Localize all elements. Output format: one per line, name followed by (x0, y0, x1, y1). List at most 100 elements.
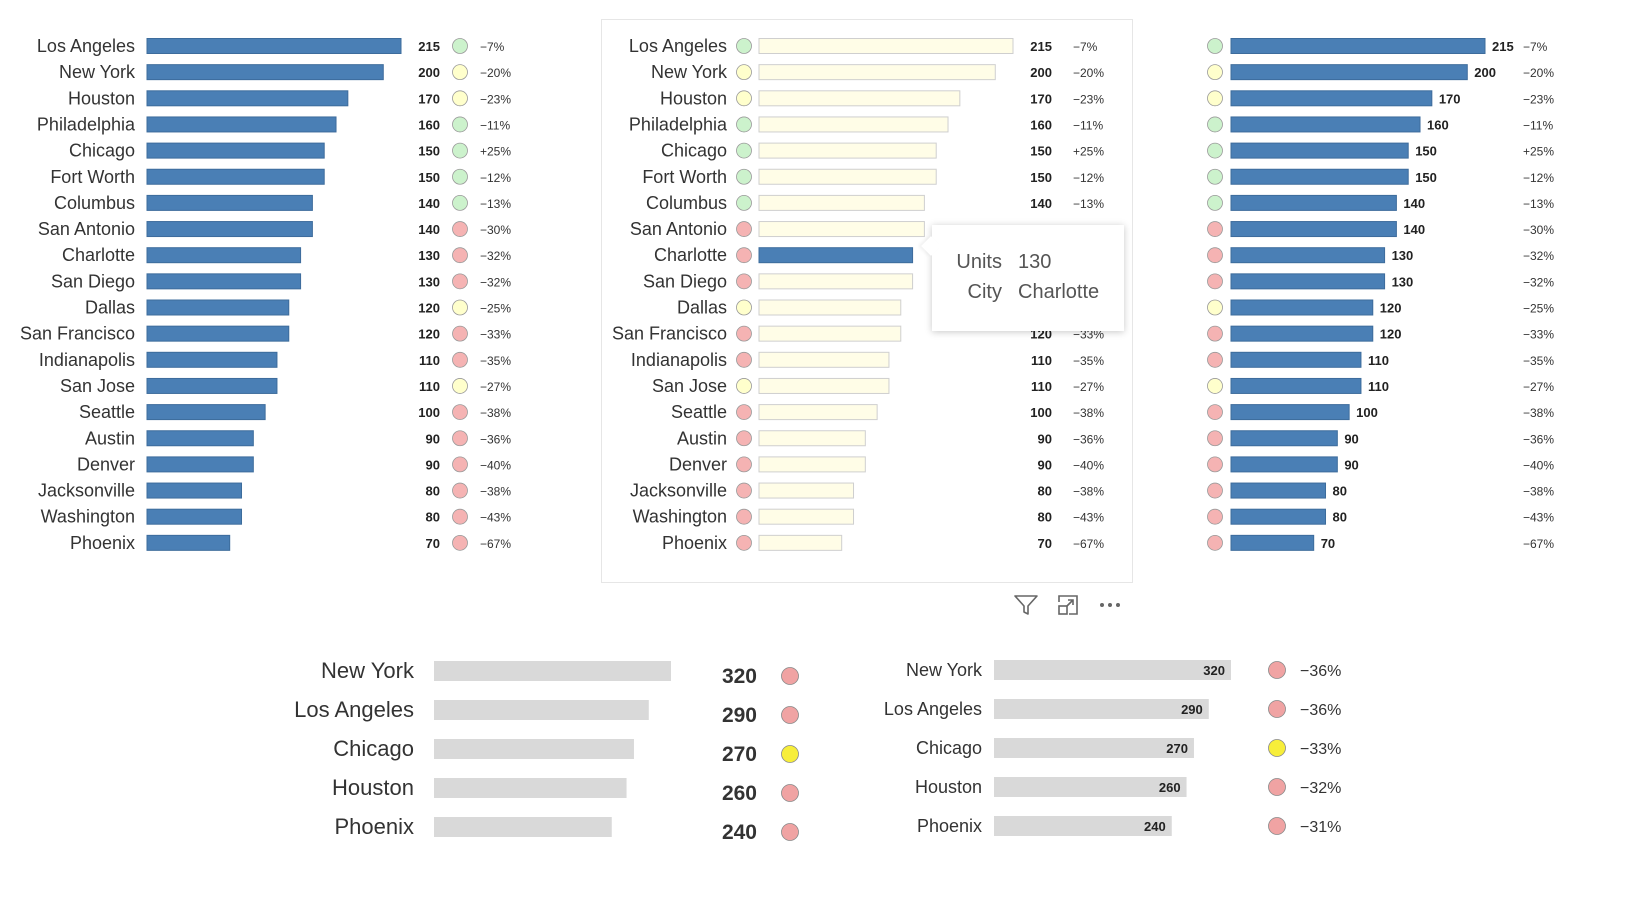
status-indicator (1268, 817, 1286, 835)
change-label: −12% (480, 171, 511, 185)
chart-middle[interactable]: Los Angeles 215 −7% New York 200 −20% Houston 1… (0, 0, 1140, 570)
status-indicator (736, 534, 752, 551)
status-indicator (452, 378, 468, 394)
bar (1230, 221, 1397, 238)
bar (758, 168, 937, 185)
change-label: −33% (1523, 328, 1554, 342)
category-label: Indianapolis (631, 350, 727, 370)
bar (146, 299, 290, 316)
bar (758, 299, 902, 316)
chart-left[interactable]: Los Angeles 215 −7% New York 200 −20% Houston 1… (0, 0, 560, 570)
change-label: −20% (1523, 66, 1554, 80)
chart-right[interactable]: 215 −7% 200 −20% 170 −23% 160 −11% 150 +25% 150 −12… (0, 0, 1649, 570)
bar (1230, 482, 1327, 499)
value-label: 110 (419, 379, 440, 394)
chart-bottom-right[interactable]: New York 320 −36% Los Angeles 290 −36% Chicago… (0, 620, 1400, 850)
bar (146, 325, 290, 342)
status-indicator (736, 90, 752, 107)
category-label: Columbus (646, 193, 727, 213)
change-label: −36% (1300, 663, 1341, 680)
bar (758, 351, 890, 368)
value-label: 240 (722, 821, 757, 844)
status-indicator (452, 534, 468, 551)
change-label: −20% (1073, 66, 1104, 80)
value-label: 110 (1368, 379, 1389, 394)
chart-bottom-left[interactable]: New York 320 Los Angeles 290 Chicago 270 Houst… (0, 620, 840, 850)
value-label: 120 (1380, 301, 1402, 316)
status-indicator (1207, 378, 1223, 394)
category-label: Los Angeles (629, 36, 727, 56)
status-indicator (452, 482, 468, 499)
change-label: −27% (1073, 380, 1104, 394)
category-label: Los Angeles (294, 697, 414, 722)
category-label: Chicago (916, 738, 982, 758)
value-label: 260 (1159, 780, 1181, 795)
status-indicator (1207, 64, 1223, 81)
visual-header-toolbar (1012, 590, 1124, 620)
status-indicator (452, 273, 468, 290)
value-label: 150 (1415, 170, 1437, 185)
change-label: −23% (1073, 92, 1104, 106)
status-indicator (1207, 273, 1223, 290)
category-label: Chicago (333, 736, 414, 761)
change-label: −30% (1523, 223, 1554, 237)
category-label: Fort Worth (642, 167, 727, 187)
status-indicator (736, 64, 752, 81)
value-label: 160 (1030, 117, 1052, 132)
change-label: −27% (480, 380, 511, 394)
status-indicator (1207, 38, 1223, 54)
category-label: Columbus (54, 193, 135, 213)
bar (146, 38, 402, 54)
category-label: San Diego (643, 271, 727, 291)
value-label: 90 (426, 457, 440, 472)
value-label: 110 (419, 353, 440, 368)
status-indicator (452, 194, 468, 211)
status-indicator (1207, 90, 1223, 107)
status-indicator (736, 508, 752, 525)
category-label: Houston (915, 777, 982, 797)
category-label: San Jose (60, 376, 135, 396)
value-label: 170 (418, 91, 440, 106)
value-label: 90 (1344, 457, 1358, 472)
change-label: −32% (1300, 780, 1341, 797)
status-indicator (736, 168, 752, 185)
filter-button[interactable] (1012, 591, 1040, 619)
focus-mode-button[interactable] (1054, 591, 1082, 619)
change-label: −32% (480, 275, 511, 289)
value-label: 70 (426, 536, 440, 551)
change-label: +25% (1073, 145, 1104, 159)
bar (1230, 325, 1374, 342)
bar (146, 377, 278, 394)
change-label: −13% (1523, 197, 1554, 211)
bar (146, 404, 266, 421)
status-indicator (736, 351, 752, 368)
bar (1230, 64, 1468, 81)
value-label: 110 (1368, 353, 1389, 368)
change-label: −25% (1523, 302, 1554, 316)
bar (758, 90, 961, 107)
bar (758, 482, 855, 499)
status-indicator (452, 142, 468, 159)
value-label: 80 (1333, 484, 1347, 499)
bar (434, 661, 671, 681)
tooltip: Units 130 City Charlotte (921, 225, 1124, 331)
status-indicator (1207, 508, 1223, 525)
bar (758, 273, 914, 290)
value-label: 215 (418, 39, 440, 54)
more-options-icon (1100, 603, 1120, 607)
change-label: −38% (1523, 485, 1554, 499)
change-label: −32% (1523, 249, 1554, 263)
change-label: −67% (480, 537, 511, 551)
tooltip-value: Charlotte (1018, 281, 1100, 303)
bar (758, 508, 855, 525)
value-label: 100 (418, 405, 440, 420)
status-indicator (452, 247, 468, 264)
status-indicator (736, 325, 752, 342)
change-label: −43% (480, 511, 511, 525)
change-label: −32% (1523, 275, 1554, 289)
more-options-button[interactable] (1096, 591, 1124, 619)
selected-visual-frame[interactable] (601, 19, 1133, 583)
status-indicator (1268, 700, 1286, 718)
change-label: −35% (480, 354, 511, 368)
bar (434, 778, 627, 798)
